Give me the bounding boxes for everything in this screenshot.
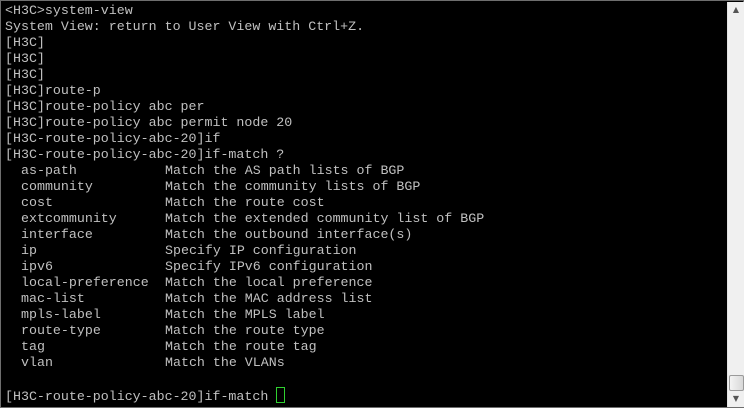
- option-name: mpls-label: [21, 307, 101, 322]
- option-description: Specify IP configuration: [165, 243, 357, 258]
- history-line: [H3C]: [5, 51, 45, 66]
- scrollbar-thumb[interactable]: [729, 375, 744, 391]
- blank-line: [5, 371, 725, 387]
- option-name: community: [21, 179, 93, 194]
- option-name: ip: [21, 243, 37, 258]
- option-description: Specify IPv6 configuration: [165, 259, 373, 274]
- option-row: as-path Match the AS path lists of BGP: [5, 163, 725, 179]
- option-description: Match the MPLS label: [165, 307, 325, 322]
- option-name: interface: [21, 227, 93, 242]
- option-name: route-type: [21, 323, 101, 338]
- prompt-line: [H3C-route-policy-abc-20]if-match: [5, 387, 725, 404]
- option-description: Match the AS path lists of BGP: [165, 163, 405, 178]
- history-line: [H3C]: [5, 35, 45, 50]
- option-row: mpls-label Match the MPLS label: [5, 307, 725, 323]
- option-row: mac-list Match the MAC address list: [5, 291, 725, 307]
- option-row: tag Match the route tag: [5, 339, 725, 355]
- option-name: cost: [21, 195, 53, 210]
- history-line: [H3C]: [5, 67, 45, 82]
- option-row: route-type Match the route type: [5, 323, 725, 339]
- option-name: extcommunity: [21, 211, 117, 226]
- option-description: Match the route tag: [165, 339, 317, 354]
- history-line: [H3C-route-policy-abc-20]if-match ?: [5, 147, 285, 162]
- option-name: as-path: [21, 163, 77, 178]
- option-row: interface Match the outbound interface(s): [5, 227, 725, 243]
- option-name: tag: [21, 339, 45, 354]
- option-description: Match the community lists of BGP: [165, 179, 421, 194]
- history-line: System View: return to User View with Ct…: [5, 19, 365, 34]
- history-line: [H3C-route-policy-abc-20]if: [5, 131, 221, 146]
- terminal-output[interactable]: <H3C>system-view System View: return to U…: [5, 3, 725, 405]
- option-row: vlan Match the VLANs: [5, 355, 725, 371]
- option-name: mac-list: [21, 291, 85, 306]
- history-line: [H3C]route-policy abc per: [5, 99, 205, 114]
- option-row: ip Specify IP configuration: [5, 243, 725, 259]
- history-line: [H3C]route-policy abc permit node 20: [5, 115, 293, 130]
- option-description: Match the MAC address list: [165, 291, 373, 306]
- option-row: local-preference Match the local preferen…: [5, 275, 725, 291]
- option-row: community Match the community lists of BG…: [5, 179, 725, 195]
- option-description: Match the extended community list of BGP: [165, 211, 485, 226]
- option-description: Match the route cost: [165, 195, 325, 210]
- option-description: Match the VLANs: [165, 355, 285, 370]
- option-name: vlan: [21, 355, 53, 370]
- option-description: Match the outbound interface(s): [165, 227, 413, 242]
- arrow-up-icon[interactable]: ▲: [732, 5, 740, 14]
- vertical-scrollbar[interactable]: ▲ ▼: [727, 2, 744, 407]
- option-description: Match the local preference: [165, 275, 373, 290]
- history-line: [H3C]route-p: [5, 83, 101, 98]
- option-row: extcommunity Match the extended community…: [5, 211, 725, 227]
- option-name: ipv6: [21, 259, 53, 274]
- option-row: ipv6 Specify IPv6 configuration: [5, 259, 725, 275]
- prompt-text: [H3C-route-policy-abc-20]if-match: [5, 389, 277, 404]
- cursor: [276, 387, 286, 403]
- arrow-down-icon[interactable]: ▼: [732, 394, 740, 403]
- option-row: cost Match the route cost: [5, 195, 725, 211]
- option-name: local-preference: [21, 275, 149, 290]
- history-line: <H3C>system-view: [5, 3, 133, 18]
- option-description: Match the route type: [165, 323, 325, 338]
